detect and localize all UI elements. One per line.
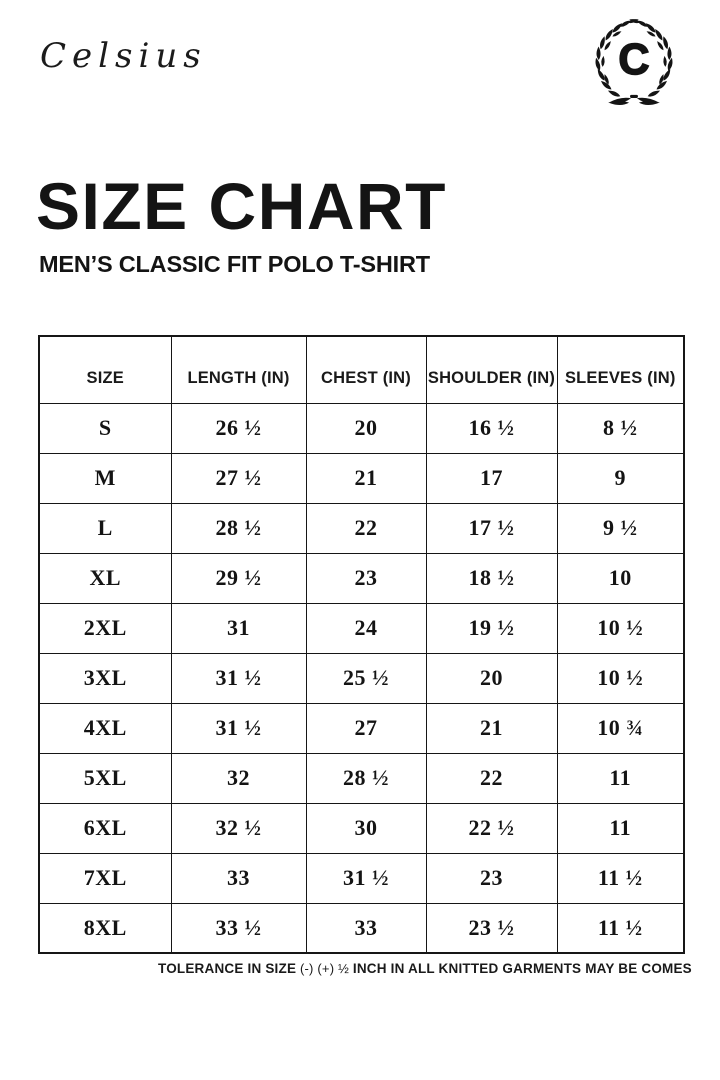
measurement-cell: 33 ½ <box>170 902 307 954</box>
measurement-cell: 10 <box>556 552 685 604</box>
measurement-cell: 30 <box>305 802 427 854</box>
measurement-cell: 28 ½ <box>170 502 307 554</box>
measurement-cell: 10 ¾ <box>556 702 685 754</box>
measurement-cell: 29 ½ <box>170 552 307 604</box>
size-cell: 8XL <box>38 902 172 954</box>
crest-monogram-letter: C <box>618 36 649 84</box>
size-cell: 3XL <box>38 652 172 704</box>
measurement-cell: 28 ½ <box>305 752 427 804</box>
column-header-sleeves: SLEEVES (IN) <box>556 335 685 404</box>
measurement-cell: 22 <box>425 752 558 804</box>
column-header-shoulder: SHOULDER (IN) <box>425 335 558 404</box>
measurement-cell: 9 ½ <box>556 502 685 554</box>
size-cell: L <box>38 502 172 554</box>
measurement-cell: 25 ½ <box>305 652 427 704</box>
measurement-cell: 27 ½ <box>170 452 307 504</box>
column-header-length: LENGTH (IN) <box>170 335 307 404</box>
table-row: 8XL 33 ½ 33 23 ½ 11 ½ <box>38 902 685 954</box>
table-row: 3XL 31 ½ 25 ½ 20 10 ½ <box>38 652 685 704</box>
page-title: SIZE CHART <box>36 169 447 243</box>
measurement-cell: 9 <box>556 452 685 504</box>
size-cell: 5XL <box>38 752 172 804</box>
measurement-cell: 11 <box>556 802 685 854</box>
size-cell: 4XL <box>38 702 172 754</box>
measurement-cell: 20 <box>305 402 427 454</box>
measurement-cell: 18 ½ <box>425 552 558 604</box>
measurement-cell: 8 ½ <box>556 402 685 454</box>
tolerance-note-prefix: TOLERANCE IN SIZE <box>158 961 297 976</box>
measurement-cell: 24 <box>305 602 427 654</box>
table-row: 5XL 32 28 ½ 22 11 <box>38 752 685 804</box>
measurement-cell: 26 ½ <box>170 402 307 454</box>
measurement-cell: 31 ½ <box>305 852 427 904</box>
table-row: XL 29 ½ 23 18 ½ 10 <box>38 552 685 604</box>
measurement-cell: 33 <box>305 902 427 954</box>
measurement-cell: 32 <box>170 752 307 804</box>
size-cell: 2XL <box>38 602 172 654</box>
measurement-cell: 17 ½ <box>425 502 558 554</box>
measurement-cell: 11 ½ <box>556 852 685 904</box>
size-cell: 7XL <box>38 852 172 904</box>
measurement-cell: 23 <box>425 852 558 904</box>
measurement-cell: 21 <box>305 452 427 504</box>
size-cell: S <box>38 402 172 454</box>
table-row: 7XL 33 31 ½ 23 11 ½ <box>38 852 685 904</box>
measurement-cell: 22 <box>305 502 427 554</box>
measurement-cell: 19 ½ <box>425 602 558 654</box>
tolerance-note-values: (-) (+) ½ <box>296 961 353 976</box>
table-row: 4XL 31 ½ 27 21 10 ¾ <box>38 702 685 754</box>
column-header-size: SIZE <box>38 335 172 404</box>
measurement-cell: 23 ½ <box>425 902 558 954</box>
measurement-cell: 31 ½ <box>170 652 307 704</box>
measurement-cell: 20 <box>425 652 558 704</box>
measurement-cell: 11 <box>556 752 685 804</box>
measurement-cell: 17 <box>425 452 558 504</box>
brand-logo-text: Celsius <box>40 36 207 76</box>
size-table: SIZE LENGTH (IN) CHEST (IN) SHOULDER (IN… <box>38 335 685 954</box>
measurement-cell: 27 <box>305 702 427 754</box>
table-row: M 27 ½ 21 17 9 <box>38 452 685 504</box>
tolerance-note-suffix: INCH IN ALL KNITTED GARMENTS MAY BE COME… <box>352 961 692 976</box>
measurement-cell: 10 ½ <box>556 602 685 654</box>
table-row: 2XL 31 24 19 ½ 10 ½ <box>38 602 685 654</box>
measurement-cell: 11 ½ <box>556 902 685 954</box>
size-table-header-row: SIZE LENGTH (IN) CHEST (IN) SHOULDER (IN… <box>38 335 685 404</box>
size-cell: XL <box>38 552 172 604</box>
measurement-cell: 22 ½ <box>425 802 558 854</box>
measurement-cell: 31 ½ <box>170 702 307 754</box>
measurement-cell: 16 ½ <box>425 402 558 454</box>
column-header-chest: CHEST (IN) <box>305 335 427 404</box>
measurement-cell: 32 ½ <box>170 802 307 854</box>
size-cell: 6XL <box>38 802 172 854</box>
table-row: 6XL 32 ½ 30 22 ½ 11 <box>38 802 685 854</box>
laurel-wreath-icon: C <box>594 18 683 106</box>
tolerance-note: TOLERANCE IN SIZE (-) (+) ½ INCH IN ALL … <box>38 961 692 976</box>
brand-crest: C <box>585 16 683 108</box>
page-subtitle: MEN’S CLASSIC FIT POLO T-SHIRT <box>39 251 430 277</box>
measurement-cell: 21 <box>425 702 558 754</box>
measurement-cell: 23 <box>305 552 427 604</box>
measurement-cell: 31 <box>170 602 307 654</box>
size-cell: M <box>38 452 172 504</box>
measurement-cell: 33 <box>170 852 307 904</box>
measurement-cell: 10 ½ <box>556 652 685 704</box>
